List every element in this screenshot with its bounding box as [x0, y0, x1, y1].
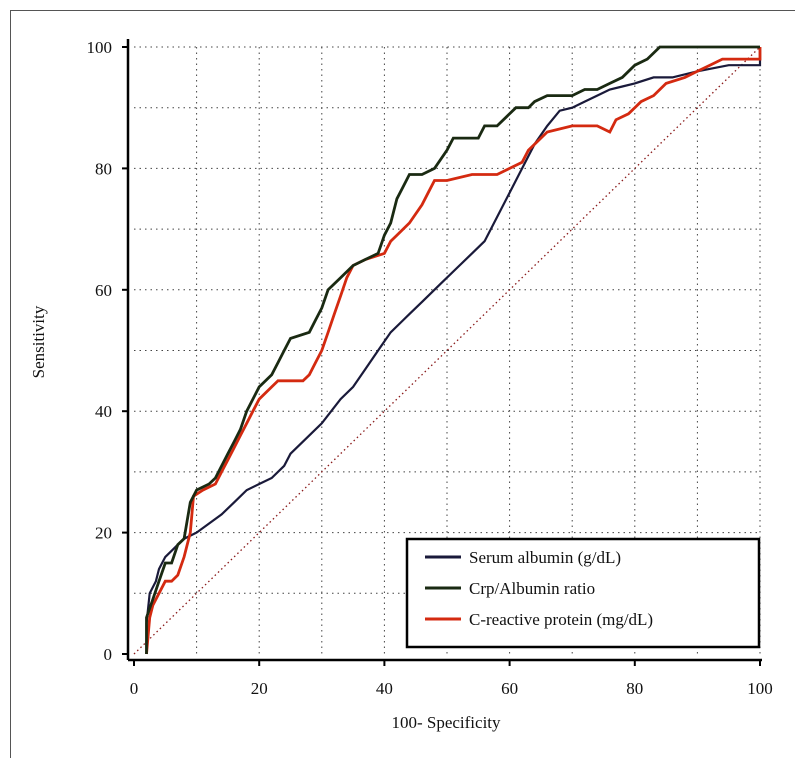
legend-label-c-reactive-protein: C-reactive protein (mg/dL) — [469, 610, 653, 629]
chart-frame — [10, 10, 795, 758]
axes — [126, 39, 762, 662]
x-tick-label: 60 — [501, 679, 518, 698]
y-tick-label: 80 — [95, 159, 112, 178]
reference-line — [133, 46, 761, 655]
y-tick-label: 100 — [87, 38, 113, 57]
x-tick-label: 0 — [130, 679, 139, 698]
x-axis-title: 100- Specificity — [391, 713, 501, 732]
y-tick-label: 0 — [104, 645, 113, 664]
y-tick-label: 40 — [95, 402, 112, 421]
reference-line-group — [133, 46, 761, 655]
x-tick-label: 100 — [747, 679, 773, 698]
tick-labels: 0 20 40 60 80 100 0 20 40 60 80 100 — [87, 38, 773, 698]
x-tick-label: 20 — [251, 679, 268, 698]
legend-box — [405, 537, 761, 649]
y-tick-label: 20 — [95, 524, 112, 543]
tick-marks — [122, 46, 761, 666]
x-tick-label: 40 — [376, 679, 393, 698]
x-tick-label: 80 — [626, 679, 643, 698]
series-line-crp-albumin-ratio — [145, 45, 760, 654]
series-group — [145, 45, 762, 655]
legend-label-serum-albumin: Serum albumin (g/dL) — [469, 548, 621, 567]
legend-label-crp-albumin-ratio: Crp/Albumin ratio — [469, 579, 595, 598]
y-axis-title: Sensitivity — [29, 305, 48, 378]
y-tick-label: 60 — [95, 281, 112, 300]
series-line-serum-albumin — [145, 47, 762, 654]
legend: Serum albumin (g/dL) Crp/Albumin ratio C… — [405, 537, 761, 649]
